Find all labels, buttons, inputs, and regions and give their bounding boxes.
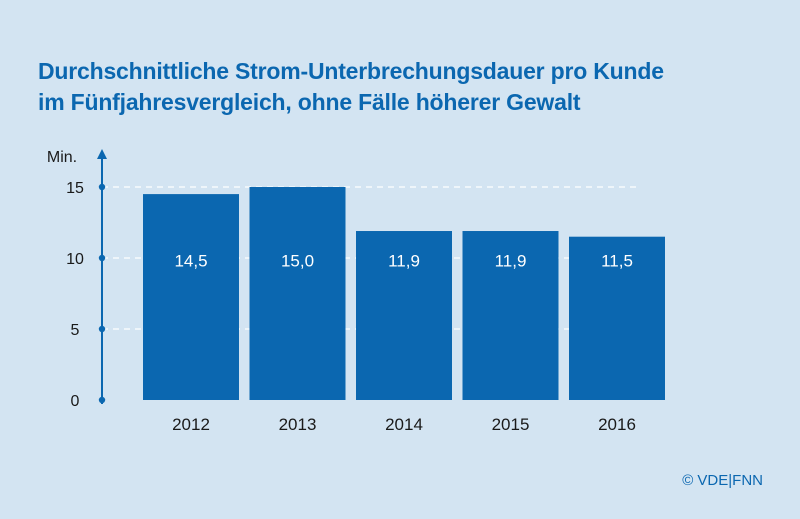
bar-2012 bbox=[143, 194, 239, 400]
category-label-2015: 2015 bbox=[492, 415, 530, 434]
y-tick-label-10: 10 bbox=[66, 251, 84, 268]
category-label-2014: 2014 bbox=[385, 415, 423, 434]
value-label-2013: 15,0 bbox=[281, 252, 314, 271]
y-tick-label-15: 15 bbox=[66, 180, 84, 197]
chart-title-line-1: Durchschnittliche Strom-Unterbrechungsda… bbox=[38, 58, 664, 84]
value-label-2016: 11,5 bbox=[601, 252, 633, 271]
bar-2015 bbox=[462, 231, 559, 400]
y-tick-label-0: 0 bbox=[71, 393, 80, 410]
value-label-2012: 14,5 bbox=[174, 252, 207, 271]
value-label-2015: 11,9 bbox=[495, 252, 527, 271]
y-axis-arrow bbox=[97, 149, 107, 159]
copyright-notice: © VDE|FNN bbox=[682, 472, 763, 489]
y-axis bbox=[97, 149, 107, 404]
y-tick-10 bbox=[98, 254, 106, 262]
category-label-2013: 2013 bbox=[279, 415, 317, 434]
y-tick-15 bbox=[98, 183, 106, 191]
bar-2013 bbox=[249, 187, 346, 400]
bars bbox=[143, 187, 665, 400]
category-label-2012: 2012 bbox=[172, 415, 210, 434]
chart-title-line-2: im Fünfjahresvergleich, ohne Fälle höher… bbox=[38, 89, 581, 115]
y-tick-label-5: 5 bbox=[71, 322, 80, 339]
bar-2016 bbox=[569, 236, 665, 400]
y-tick-0 bbox=[98, 396, 106, 404]
labels: 14,5 2012 15,0 2013 11,9 2014 11,9 2015 11,5 2016… bbox=[47, 149, 636, 434]
y-tick-5 bbox=[98, 325, 106, 333]
chart-title: Durchschnittliche Strom-Unterbrechungsda… bbox=[38, 56, 778, 118]
bar-2014 bbox=[356, 231, 452, 400]
category-label-2016: 2016 bbox=[598, 415, 636, 434]
value-label-2014: 11,9 bbox=[388, 252, 420, 271]
y-axis-unit-label: Min. bbox=[47, 149, 77, 166]
